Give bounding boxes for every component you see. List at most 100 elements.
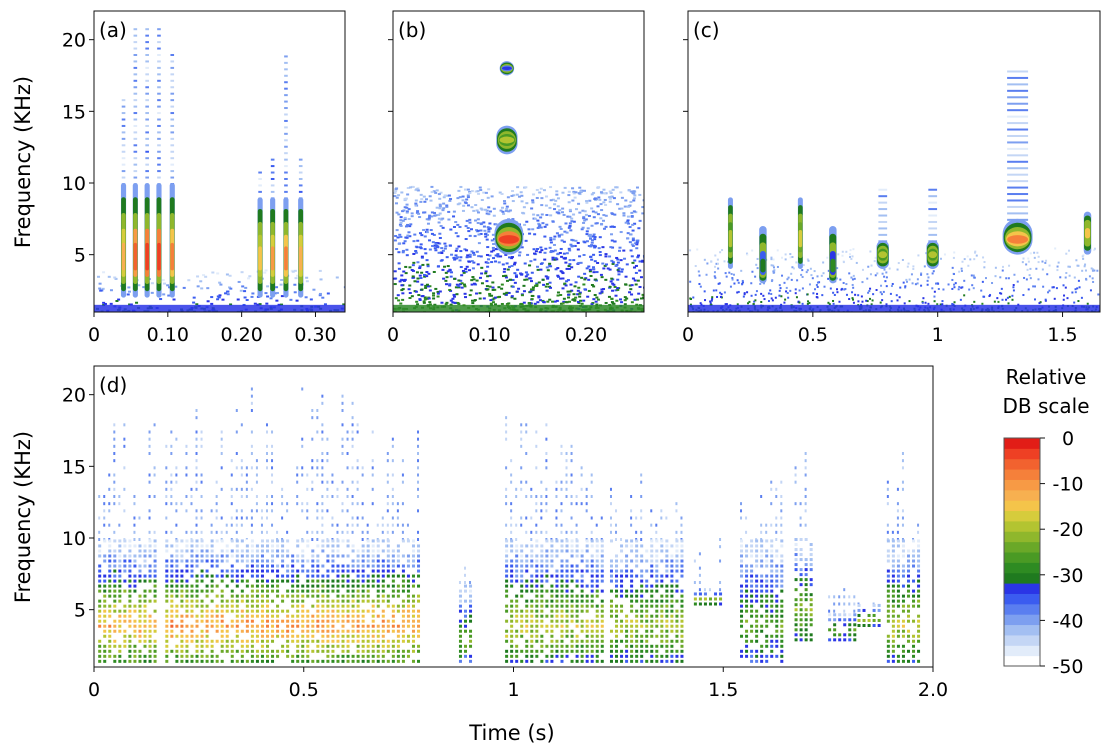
noise-speck xyxy=(394,297,398,300)
body-dot xyxy=(391,589,395,593)
noise-speck xyxy=(1012,286,1015,289)
body-dot xyxy=(401,604,405,608)
body-dot xyxy=(220,554,224,558)
noise-speck xyxy=(113,276,117,279)
noise-speck xyxy=(631,261,635,264)
body-dot xyxy=(535,564,539,568)
noise-speck xyxy=(504,253,508,256)
body-dot xyxy=(520,559,524,563)
body-dot xyxy=(180,559,184,563)
streak-dot xyxy=(220,444,223,448)
harmonic-dot xyxy=(145,28,149,31)
body-dot xyxy=(371,659,375,663)
body-dot xyxy=(148,639,152,643)
noise-speck xyxy=(592,285,596,288)
noise-speck xyxy=(472,282,476,285)
body-dot xyxy=(215,559,219,563)
harmonic-dot xyxy=(157,112,161,115)
noise-speck xyxy=(438,205,442,208)
noise-speck xyxy=(482,221,486,224)
body-dot xyxy=(520,584,524,588)
streak-dot xyxy=(165,502,168,506)
noise-speck xyxy=(192,296,196,299)
streak-dot xyxy=(240,459,243,463)
streak-dot xyxy=(108,523,111,527)
noise-speck xyxy=(815,295,818,298)
body-dot xyxy=(123,539,127,543)
noise-speck xyxy=(539,246,543,249)
body-dot xyxy=(301,594,305,598)
body-dot xyxy=(301,559,305,563)
streak-dot xyxy=(133,495,136,498)
call-layer xyxy=(133,242,138,271)
body-dot xyxy=(123,644,127,648)
noise-speck xyxy=(762,294,765,297)
body-dot xyxy=(540,614,544,618)
body-dot xyxy=(108,554,112,558)
streak-dot xyxy=(195,523,198,527)
noise-speck xyxy=(488,294,492,297)
noise-speck xyxy=(638,269,642,272)
streak-dot xyxy=(417,444,420,448)
noise-speck xyxy=(599,273,603,276)
noise-speck xyxy=(475,279,479,282)
body-dot xyxy=(123,614,127,618)
noise-speck xyxy=(635,243,639,246)
harmonic-dot xyxy=(1007,122,1029,125)
noise-speck xyxy=(567,293,571,296)
body-dot xyxy=(505,544,509,548)
harmonic-dot xyxy=(878,195,888,198)
body-dot xyxy=(326,574,330,578)
body-dot xyxy=(530,559,534,563)
body-dot xyxy=(265,549,269,553)
harmonic-dot xyxy=(928,233,938,236)
body-dot xyxy=(195,619,199,623)
noise-speck xyxy=(881,299,884,302)
body-dot xyxy=(210,564,214,568)
body-dot xyxy=(535,589,539,593)
body-dot xyxy=(250,634,254,638)
streak-dot xyxy=(133,530,136,534)
noise-speck xyxy=(461,209,465,212)
noise-speck xyxy=(632,199,636,202)
noise-speck xyxy=(630,215,634,218)
body-dot xyxy=(143,629,147,633)
call-layer xyxy=(798,230,803,248)
noise-speck xyxy=(451,297,455,300)
noise-speck xyxy=(438,207,442,210)
body-dot xyxy=(510,609,514,613)
noise-speck xyxy=(452,256,456,259)
body-dot xyxy=(255,609,259,613)
streak-dot xyxy=(351,516,354,520)
body-dot xyxy=(386,619,390,623)
body-dot xyxy=(230,644,234,648)
body-dot xyxy=(530,639,534,643)
body-dot xyxy=(336,564,340,568)
noise-speck xyxy=(741,282,744,285)
body-dot xyxy=(515,564,519,568)
body-dot xyxy=(250,604,254,608)
noise-speck xyxy=(585,267,589,270)
noise-speck xyxy=(612,197,616,200)
noise-speck xyxy=(454,249,458,252)
noise-speck xyxy=(618,249,622,252)
noise-speck xyxy=(588,268,592,271)
noise-speck xyxy=(463,201,467,204)
streak-dot xyxy=(255,473,258,477)
body-dot xyxy=(366,574,370,578)
noise-speck xyxy=(408,266,412,269)
body-dot xyxy=(525,629,529,633)
harmonic-dot xyxy=(121,112,126,115)
noise-speck xyxy=(1044,299,1047,302)
noise-speck xyxy=(549,265,553,268)
body-dot xyxy=(153,564,157,568)
noise-speck xyxy=(494,254,498,257)
body-dot xyxy=(535,569,539,573)
body-dot xyxy=(316,609,320,613)
body-dot xyxy=(200,549,204,553)
body-dot xyxy=(245,659,249,663)
harmonic-dot xyxy=(284,68,288,71)
body-dot xyxy=(225,609,229,613)
streak-dot xyxy=(530,530,533,534)
streak-dot xyxy=(321,523,324,527)
